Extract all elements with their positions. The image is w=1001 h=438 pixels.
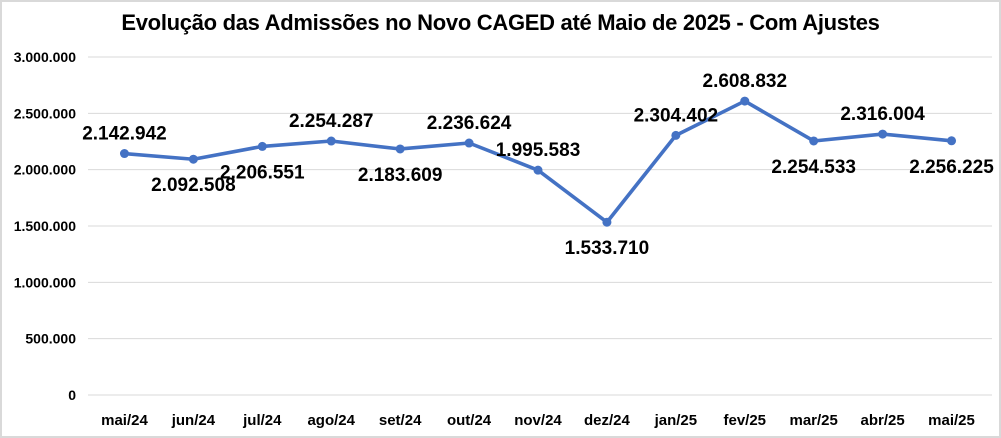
data-point-marker [188,154,198,164]
x-tick-label: fev/25 [723,412,766,429]
x-tick-label: mai/25 [928,412,975,429]
chart-title: Evolução das Admissões no Novo CAGED até… [121,10,880,35]
data-point-label: 2.092.508 [151,175,236,196]
data-point-label: 2.142.942 [82,124,167,145]
data-point-marker [533,165,543,175]
data-point-marker [464,138,474,148]
y-tick-label: 3.000.000 [14,49,76,65]
data-point-marker [740,96,750,106]
data-point-label: 2.256.225 [909,157,994,178]
data-point-marker [947,136,957,146]
x-tick-label: abr/25 [861,412,905,429]
x-tick-label: nov/24 [514,412,562,429]
x-tick-label: ago/24 [307,412,355,429]
data-point-label: 2.206.551 [220,162,305,183]
data-point-marker [119,149,129,159]
data-point-label: 2.254.533 [771,157,856,178]
x-tick-label: jun/24 [171,412,216,429]
x-tick-label: dez/24 [584,412,631,429]
y-tick-label: 1.000.000 [14,274,76,290]
data-point-marker [878,129,888,139]
y-tick-label: 2.000.000 [14,162,76,178]
y-tick-label: 500.000 [25,331,76,347]
data-point-label: 2.316.004 [840,104,925,125]
data-point-marker [809,136,819,146]
data-point-label: 1.995.583 [496,140,581,161]
x-tick-label: jul/24 [242,412,282,429]
y-tick-label: 2.500.000 [14,105,76,121]
x-tick-label: out/24 [447,412,492,429]
x-tick-label: mai/24 [101,412,148,429]
data-point-label: 2.183.609 [358,165,443,186]
x-tick-label: jan/25 [654,412,698,429]
data-point-marker [602,217,612,227]
data-point-marker [257,141,267,151]
data-point-label: 2.254.287 [289,111,374,132]
y-tick-label: 1.500.000 [14,218,76,234]
data-point-label: 2.608.832 [703,71,788,92]
data-point-label: 1.533.710 [565,238,650,259]
data-point-label: 2.304.402 [634,105,719,126]
data-point-label: 2.236.624 [427,113,512,134]
x-tick-label: set/24 [379,412,422,429]
data-point-marker [326,136,336,146]
y-tick-label: 0 [68,387,76,403]
data-point-marker [671,130,681,140]
x-tick-label: mar/25 [790,412,838,429]
data-point-marker [395,144,405,154]
